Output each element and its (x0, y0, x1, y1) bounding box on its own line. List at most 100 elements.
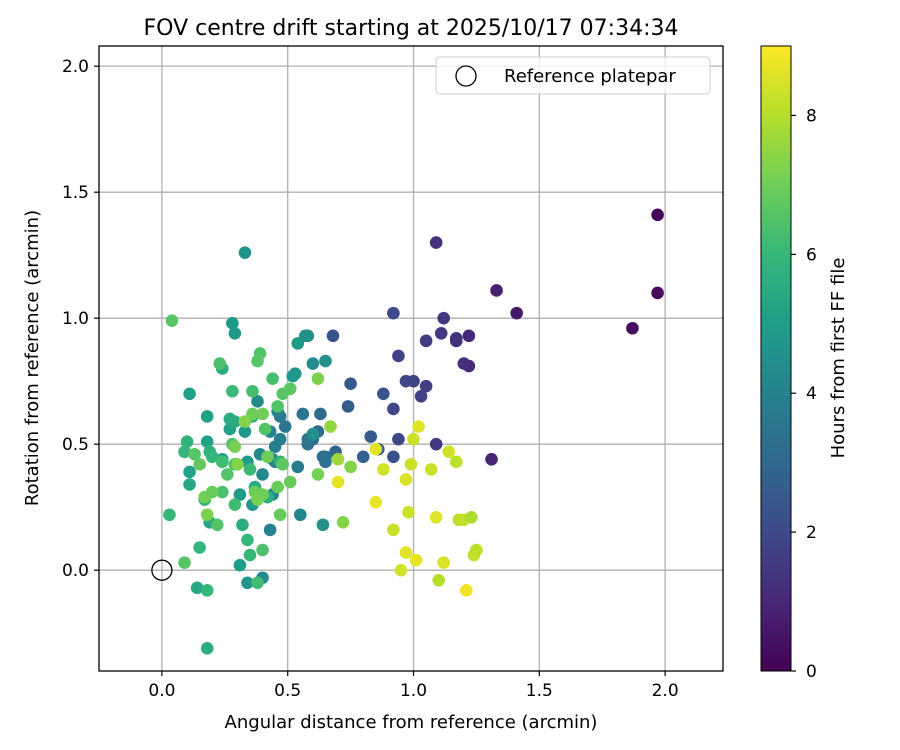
y-axis-ticks: 0.0 0.5 1.0 1.5 2.0 (62, 57, 99, 581)
scatter-point (246, 384, 259, 398)
scatter-point (485, 453, 498, 466)
scatter-point (183, 465, 196, 479)
scatter-point (200, 435, 214, 448)
scatter-point (238, 415, 252, 428)
scatter-point (626, 321, 639, 335)
scatter-point (251, 395, 264, 408)
scatter-point (331, 453, 345, 466)
scatter-point (424, 463, 438, 476)
scatter-point (369, 442, 383, 456)
scatter-point (241, 576, 254, 590)
scatter-point (193, 541, 206, 554)
scatter-point (336, 516, 350, 529)
scatter-point (387, 402, 400, 416)
legend-label: Reference platepar (504, 66, 676, 87)
scatter-point (231, 458, 244, 471)
scatter-point (341, 400, 355, 413)
scatter-point (326, 329, 340, 343)
scatter-point (215, 455, 229, 469)
scatter-point (316, 518, 330, 532)
scatter-points (151, 208, 664, 655)
scatter-point (256, 407, 269, 421)
scatter-point (251, 576, 264, 590)
reference-platepar-marker (151, 559, 173, 581)
scatter-point (394, 563, 408, 577)
legend-box (435, 56, 711, 95)
scatter-point (399, 374, 413, 388)
scatter-point (178, 556, 191, 569)
scatter-point (271, 480, 284, 494)
scatter-point (470, 543, 483, 557)
scatter-point (306, 357, 320, 370)
scatter-point (465, 510, 478, 524)
scatter-point (392, 349, 405, 363)
x-axis-label: Angular distance from reference (arcmin) (225, 712, 598, 733)
scatter-point (228, 415, 242, 428)
colorbar (760, 45, 792, 672)
scatter-point (377, 387, 390, 401)
scatter-point (293, 508, 307, 522)
scatter-point (243, 463, 257, 476)
scatter-point (200, 642, 214, 655)
scatter-point (429, 236, 443, 249)
scatter-point (200, 584, 214, 597)
scatter-point (205, 450, 219, 464)
scatter-point (490, 284, 503, 297)
scatter-point (412, 420, 425, 433)
colorbar-tick-label: 8 (806, 106, 817, 126)
scatter-point (183, 478, 196, 491)
scatter-point (273, 508, 287, 522)
scatter-point (419, 379, 433, 393)
scatter-point (165, 314, 179, 327)
scatter-point (221, 468, 234, 481)
chart-title: FOV centre drift starting at 2025/10/17 … (144, 16, 679, 41)
legend: Reference platepar (435, 56, 711, 95)
scatter-point (241, 533, 254, 547)
x-tick-label: 2.0 (652, 681, 679, 701)
scatter-point (266, 372, 279, 385)
scatter-point (437, 556, 451, 569)
scatter-point (256, 543, 269, 557)
scatter-point (462, 329, 476, 343)
scatter-point (399, 473, 413, 486)
scatter-point (319, 354, 332, 368)
scatter-point (163, 508, 176, 522)
scatter-point (344, 460, 357, 474)
scatter-point (419, 334, 433, 348)
scatter-point (387, 306, 400, 320)
scatter-point (442, 445, 456, 459)
scatter-point (228, 498, 242, 511)
scatter-point (278, 420, 292, 433)
scatter-point (205, 485, 219, 499)
scatter-point (402, 505, 415, 519)
scatter-point (200, 410, 214, 423)
scatter-point (344, 377, 357, 391)
scatter-point (651, 208, 664, 222)
scatter-point (377, 463, 390, 476)
scatter-point (291, 337, 305, 350)
scatter-point (404, 458, 418, 471)
scatter-point (399, 546, 413, 559)
scatter-point (263, 523, 277, 537)
scatter-point (258, 422, 272, 436)
scatter-point (387, 523, 400, 537)
scatter-point (200, 508, 214, 522)
scatter-point (226, 316, 239, 330)
scatter-point (215, 485, 229, 499)
scatter-point (306, 427, 320, 441)
scatter-point (369, 495, 383, 509)
scatter-point (236, 518, 249, 532)
x-tick-label: 1.0 (400, 681, 427, 701)
scatter-point (276, 458, 289, 471)
scatter-point (510, 306, 523, 320)
scatter-point (457, 357, 471, 370)
scatter-point (434, 326, 448, 340)
scatter-point (651, 286, 664, 300)
scatter-point (238, 246, 252, 259)
scatter-point (271, 400, 284, 413)
scatter-point (210, 518, 224, 532)
scatter-point (407, 432, 420, 446)
scatter-point (251, 493, 264, 506)
scatter-point (414, 390, 428, 403)
scatter-point (356, 450, 370, 464)
